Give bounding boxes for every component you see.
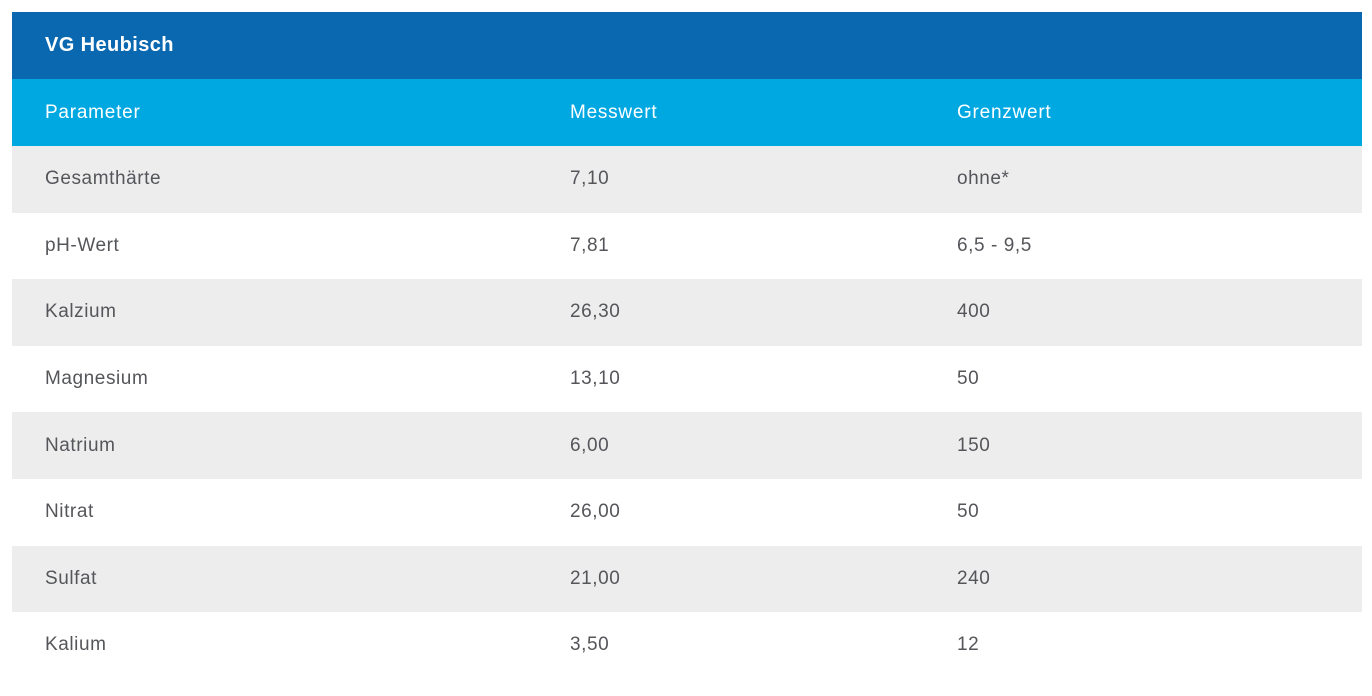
cell-messwert: 7,81 (570, 234, 610, 256)
cell-messwert: 13,10 (570, 368, 621, 390)
cell-parameter: Kalzium (45, 301, 117, 323)
cell-grenzwert: 12 (957, 634, 980, 656)
cell-grenzwert: 50 (957, 368, 980, 390)
column-header-grenzwert: Grenzwert (957, 101, 1052, 123)
cell-parameter: pH-Wert (45, 234, 120, 256)
cell-messwert: 7,10 (570, 168, 610, 190)
table-row: Gesamthärte 7,10 ohne* (12, 146, 1362, 213)
cell-parameter: Kalium (45, 634, 107, 656)
table-row: Natrium 6,00 150 (12, 412, 1362, 479)
cell-grenzwert: 6,5 - 9,5 (957, 234, 1032, 256)
cell-grenzwert: 150 (957, 434, 991, 456)
cell-parameter: Magnesium (45, 368, 149, 390)
table-title: VG Heubisch (45, 34, 174, 56)
cell-grenzwert: ohne* (957, 168, 1010, 190)
cell-messwert: 21,00 (570, 567, 621, 589)
cell-parameter: Gesamthärte (45, 168, 162, 190)
table-row: pH-Wert 7,81 6,5 - 9,5 (12, 213, 1362, 280)
water-quality-table: VG Heubisch Parameter Messwert Grenzwert… (12, 12, 1362, 679)
cell-messwert: 3,50 (570, 634, 610, 656)
cell-grenzwert: 400 (957, 301, 991, 323)
table-row: Magnesium 13,10 50 (12, 346, 1362, 413)
cell-parameter: Sulfat (45, 567, 98, 589)
cell-messwert: 26,00 (570, 501, 621, 523)
table-row: Sulfat 21,00 240 (12, 545, 1362, 613)
cell-parameter: Natrium (45, 434, 116, 456)
column-header-messwert: Messwert (570, 101, 658, 123)
cell-parameter: Nitrat (45, 501, 94, 523)
table-title-bar: VG Heubisch (12, 12, 1362, 79)
table-row: Kalzium 26,30 400 (12, 279, 1362, 346)
column-header-parameter: Parameter (45, 101, 141, 123)
cell-messwert: 26,30 (570, 301, 621, 323)
cell-messwert: 6,00 (570, 434, 610, 456)
table-row: Kalium 3,50 12 (12, 612, 1362, 679)
cell-grenzwert: 50 (957, 501, 980, 523)
table-header-row: Parameter Messwert Grenzwert (12, 79, 1362, 146)
table-row: Nitrat 26,00 50 (12, 479, 1362, 546)
cell-grenzwert: 240 (957, 567, 991, 589)
